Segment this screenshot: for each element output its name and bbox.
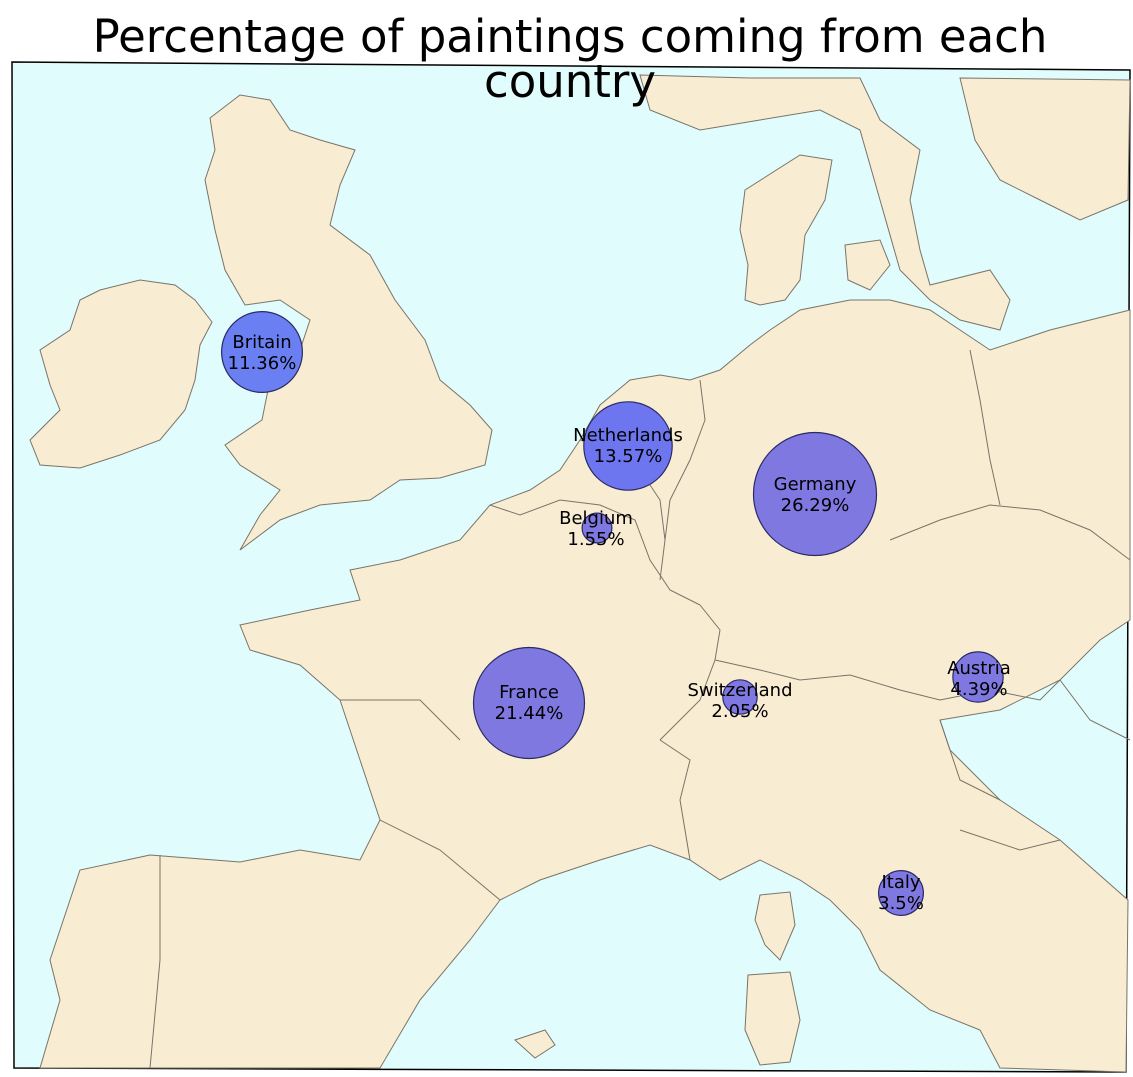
bubble-switzerland xyxy=(722,679,758,715)
sardinia-landmass xyxy=(744,971,801,1066)
bubble-italy xyxy=(877,869,924,916)
label-name-switzerland: Switzerland xyxy=(688,680,793,701)
corsica-landmass xyxy=(754,891,796,961)
label-pct-germany: 26.29% xyxy=(781,495,850,516)
bubble-france xyxy=(472,646,586,760)
country-borders xyxy=(149,349,1131,1069)
label-pct-belgium: 1.55% xyxy=(567,529,624,550)
label-pct-netherlands: 13.57% xyxy=(594,446,663,467)
scandinavia-landmass xyxy=(639,74,1011,331)
bubble-britain xyxy=(221,311,304,394)
label-name-austria: Austria xyxy=(947,658,1011,679)
label-name-france: France xyxy=(499,682,559,703)
label-name-belgium: Belgium xyxy=(559,508,633,529)
finland-landmass xyxy=(959,77,1131,221)
label-pct-britain: 11.36% xyxy=(228,353,297,374)
label-name-netherlands: Netherlands xyxy=(573,425,683,446)
label-name-britain: Britain xyxy=(232,332,291,353)
label-pct-france: 21.44% xyxy=(495,703,564,724)
bubble-austria xyxy=(952,651,1004,703)
bubble-belgium xyxy=(581,512,613,544)
bubble-netherlands xyxy=(583,401,673,491)
bubble-layer xyxy=(221,311,1004,916)
ireland-landmass xyxy=(29,279,213,469)
balearic-landmass xyxy=(514,1029,556,1059)
britain-landmass xyxy=(204,94,493,551)
denmark-landmass xyxy=(739,154,833,306)
bubble-germany xyxy=(752,431,878,557)
danish-islands xyxy=(844,239,891,291)
label-name-germany: Germany xyxy=(774,474,857,495)
label-pct-switzerland: 2.05% xyxy=(711,701,768,722)
label-name-italy: Italy xyxy=(881,872,920,893)
map-title: Percentage of paintings coming from each… xyxy=(92,10,1048,108)
label-pct-austria: 4.39% xyxy=(950,679,1007,700)
label-pct-italy: 3.5% xyxy=(878,893,924,914)
